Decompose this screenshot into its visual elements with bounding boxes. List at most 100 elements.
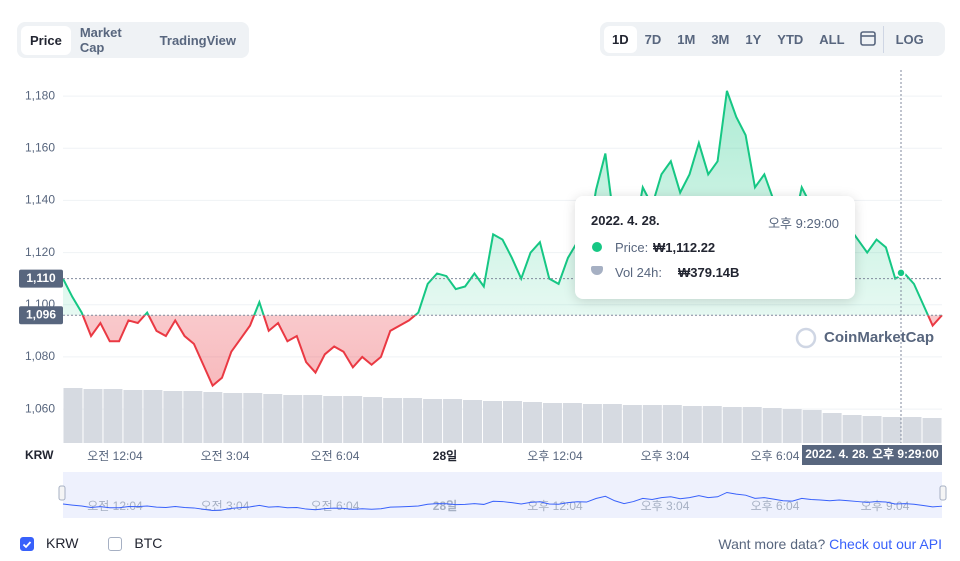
tab[interactable]: TradingView <box>159 32 236 48</box>
volume-bar <box>882 417 902 443</box>
hover-time-label: 2022. 4. 28. 오후 9:29:00 <box>805 446 939 461</box>
x-tick-label: 오전 12:04 <box>87 449 143 463</box>
volume-bar <box>83 389 103 443</box>
navigator <box>63 472 942 518</box>
footer: Want more data? Check out our API <box>718 536 942 552</box>
x-tick-label: 오후 6:04 <box>751 449 800 463</box>
tab[interactable]: Market Cap <box>79 25 122 55</box>
checkbox[interactable] <box>20 537 34 552</box>
y-tick-label: 1,160 <box>25 140 55 154</box>
volume-bar <box>323 396 343 443</box>
price-dot <box>592 242 602 252</box>
legend: KRW BTC <box>20 535 163 552</box>
legend-label: BTC <box>134 535 163 551</box>
volume-bar <box>503 401 522 443</box>
range[interactable]: 3M <box>711 31 730 47</box>
nav-label: 오전 3:04 <box>201 499 250 513</box>
nav-label: 28일 <box>433 499 457 513</box>
volume-bar <box>542 403 562 443</box>
x-tick-label: 오후 12:04 <box>527 449 583 463</box>
volume-bar <box>742 407 762 443</box>
range[interactable]: ALL <box>819 31 845 47</box>
volume-bar <box>363 397 383 443</box>
volume-bar <box>722 407 742 443</box>
volume-bar <box>902 417 922 443</box>
x-tick-label: 오후 3:04 <box>641 449 690 463</box>
volume-bar <box>662 405 682 443</box>
volume-bar <box>63 388 83 443</box>
nav-handle <box>58 485 66 501</box>
tabs: Price Market Cap TradingView <box>17 22 249 58</box>
volume-bar <box>602 404 622 443</box>
volume-bar <box>443 399 463 443</box>
ranges: 1D 7D 1M 3M 1Y YTD ALL LOG <box>600 22 945 56</box>
nav-label: 오후 12:04 <box>527 499 583 513</box>
volume-bar <box>403 398 423 443</box>
volume-bar <box>762 408 782 443</box>
volume-bar <box>303 395 323 443</box>
volume-bar <box>143 390 163 443</box>
price-value: ₩1,112.22 <box>653 240 716 255</box>
calendar-icon[interactable] <box>853 29 883 49</box>
tab[interactable]: Price <box>21 25 71 55</box>
price-line-down <box>81 315 943 388</box>
volume-bar <box>822 413 842 443</box>
volume-bar <box>582 404 602 443</box>
nav-label: 오전 6:04 <box>311 499 360 513</box>
volume-bar <box>483 401 502 443</box>
volume-bar <box>682 406 702 443</box>
footer-text: Want more data? <box>718 536 826 552</box>
volume-bar <box>842 415 862 443</box>
range[interactable]: 1D <box>604 25 637 53</box>
tooltip-time: 오후 9:29:00 <box>768 216 839 231</box>
volume-bar <box>782 409 802 443</box>
legend-label: KRW <box>46 535 79 551</box>
nav-label: 오후 6:04 <box>751 499 800 513</box>
range[interactable]: 1M <box>677 31 696 47</box>
vol-value: ₩379.14B <box>678 265 740 280</box>
baseline-label: 1,096 <box>26 307 56 321</box>
volume-bar <box>123 390 143 443</box>
range[interactable]: 1Y <box>745 31 762 47</box>
checkbox[interactable] <box>108 537 123 552</box>
x-tick-label: 오전 3:04 <box>201 449 250 463</box>
nav-label: 오전 12:04 <box>87 499 143 513</box>
range[interactable]: 7D <box>644 31 662 47</box>
hover-time-box <box>802 445 942 465</box>
volume-bar <box>622 405 642 443</box>
volume-bar <box>802 410 822 443</box>
hover-dot <box>896 268 906 278</box>
volume-bar <box>922 418 942 443</box>
tooltip-date: 2022. 4. 28. <box>591 213 660 228</box>
nav-handle <box>939 485 947 501</box>
price-label: Price: <box>615 240 649 255</box>
y-tick-label: 1,180 <box>25 88 55 102</box>
axis-label: KRW <box>25 448 54 462</box>
volume-bar <box>463 400 483 443</box>
x-tick-label: 28일 <box>433 449 457 463</box>
y-tick-label: 1,080 <box>25 349 55 363</box>
volume-bar <box>522 402 542 443</box>
volume-bar <box>223 393 243 443</box>
log-button[interactable]: LOG <box>882 25 932 53</box>
volume-bar <box>103 389 123 443</box>
watermark: CoinMarketCap <box>824 329 934 346</box>
volume-bar <box>203 392 223 443</box>
legend-item[interactable]: KRW <box>20 535 79 552</box>
volume-bar <box>343 396 363 443</box>
api-link[interactable]: Check out our API <box>829 536 942 552</box>
volume-bar <box>423 399 443 443</box>
y-tick-label: 1,140 <box>25 193 55 207</box>
nav-label: 오후 3:04 <box>641 499 690 513</box>
volume-bar <box>163 391 183 443</box>
volume-bar <box>642 405 662 443</box>
y-tick-label: 1,120 <box>25 245 55 259</box>
range[interactable]: YTD <box>777 31 804 47</box>
legend-item[interactable]: BTC <box>108 535 163 552</box>
y-tick-label: 1,060 <box>25 401 55 415</box>
nav-line <box>62 491 943 511</box>
volume-bar <box>283 395 303 443</box>
vol-label: Vol 24h: <box>615 265 662 280</box>
crosshair-label: 1,110 <box>26 271 56 285</box>
